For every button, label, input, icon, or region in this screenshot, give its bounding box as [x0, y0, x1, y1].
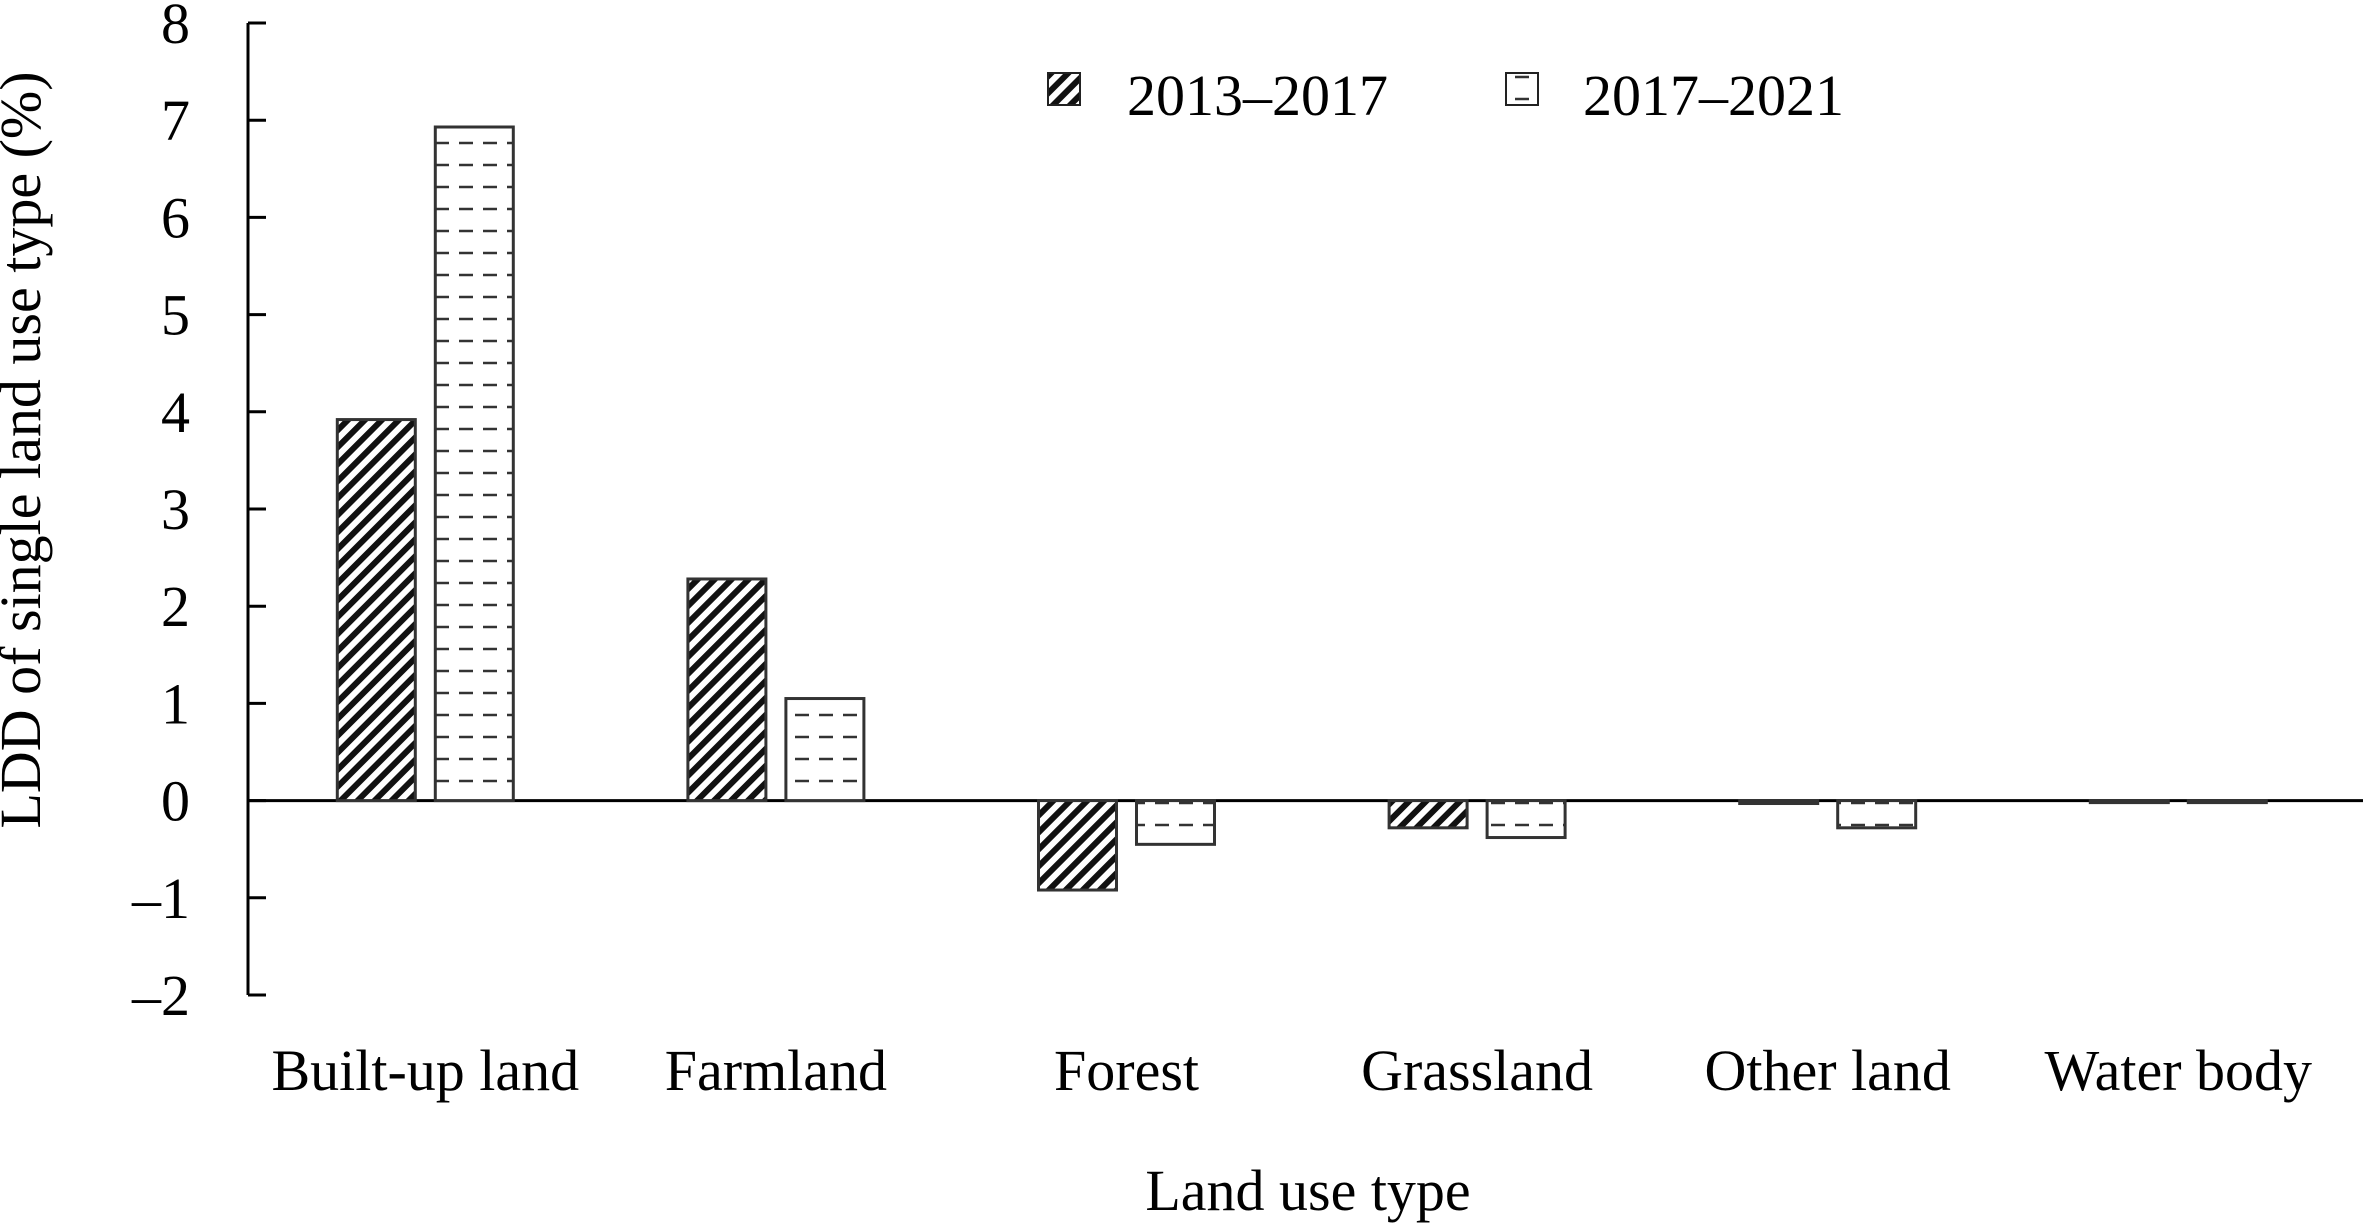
y-tick-label: –1 [131, 866, 190, 931]
bar-2-other-land [1836, 799, 1918, 830]
bar-2-farmland [784, 697, 866, 803]
legend-swatch-2 [1505, 72, 1539, 106]
x-category-label: Other land [1704, 1038, 1950, 1103]
y-tick-label: 4 [161, 380, 190, 445]
x-category-label: Farmland [665, 1038, 887, 1103]
plot-area: 8 7 6 5 4 3 2 1 0 –1 –2 Built-up land Farmland Forest… [131, 0, 2363, 1103]
x-category-label: Grassland [1361, 1038, 1593, 1103]
y-tick-label: 1 [161, 671, 190, 736]
bar-1-built-up-land [335, 418, 417, 803]
legend-label-1: 2013–2017 [1127, 63, 1388, 128]
x-category-label: Water body [2045, 1038, 2313, 1103]
legend-item-2: 2017–2021 [1505, 63, 1844, 128]
bar-2-forest [1135, 799, 1216, 846]
x-category-label: Forest [1054, 1038, 1199, 1103]
y-tick-label: 0 [161, 769, 190, 834]
legend-item-1: 2013–2017 [1047, 63, 1388, 128]
bar-1-forest [1037, 799, 1118, 892]
bar-1-farmland [686, 577, 768, 803]
legend-swatch-1 [1047, 72, 1081, 106]
y-tick-label: 6 [161, 185, 190, 250]
y-tick-label: 3 [161, 477, 190, 542]
bar-1-water-body [2088, 799, 2170, 805]
bar-2-water-body [2186, 799, 2268, 805]
legend: 2013–2017 2017–2021 [1047, 63, 1844, 128]
y-tick-label: 2 [161, 574, 190, 639]
y-axis-title: LDD of single land use type (%) [0, 71, 53, 828]
bar-1-other-land [1738, 799, 1820, 806]
x-category-label: Built-up land [271, 1038, 579, 1103]
bar-2-built-up-land [433, 125, 515, 803]
y-tick-label: 5 [161, 283, 190, 348]
y-tick-label: –2 [131, 963, 190, 1028]
bar-1-grassland [1387, 799, 1469, 830]
bar-2-grassland [1485, 799, 1567, 840]
legend-label-2: 2017–2021 [1583, 63, 1844, 128]
y-tick-label: 7 [161, 88, 190, 153]
y-tick-label: 8 [161, 0, 190, 56]
x-axis-title: Land use type [1145, 1158, 1470, 1223]
